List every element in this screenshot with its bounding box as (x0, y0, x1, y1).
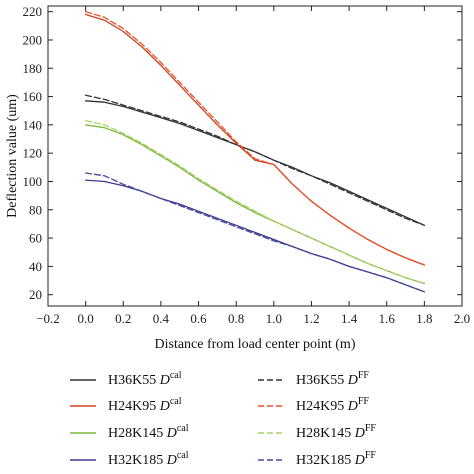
legend-series-name: H24K95 (108, 399, 160, 414)
legend-distribution: D (354, 426, 365, 441)
legend-distribution: D (354, 453, 365, 468)
legend-item: H28K145 DFF (258, 423, 376, 441)
y-tick-label: 140 (23, 117, 43, 132)
x-axis-ticks: −0.2 0.0 0.2 0.4 0.6 0.8 1.0 1.2 1.4 1.6 1.8 2.0 (36, 6, 470, 326)
legend-superscript: FF (365, 450, 377, 461)
legend-item: H32K185 DFF (258, 450, 376, 468)
legend-distribution: D (166, 426, 177, 441)
legend-label: H32K185 Dcal (108, 450, 189, 468)
x-tick-label: 0.6 (190, 311, 207, 326)
x-tick-label: −0.2 (36, 311, 60, 326)
y-tick-label: 100 (23, 174, 43, 189)
x-axis-title: Distance from load center point (m) (155, 337, 356, 352)
legend-distribution: D (159, 399, 170, 414)
series-line-h28k145-ff (84, 119, 426, 285)
legend-superscript: cal (177, 423, 189, 434)
x-tick-label: 2.0 (454, 311, 470, 326)
y-tick-label: 120 (23, 146, 43, 161)
series-lines (84, 11, 426, 293)
series-line-h32k185-ff (84, 172, 426, 293)
legend-superscript: cal (177, 450, 189, 461)
x-tick-label: 0.8 (228, 311, 244, 326)
legend-label: H36K55 Dcal (108, 370, 182, 388)
legend-item: H36K55 Dcal (70, 370, 182, 388)
legend-distribution: D (166, 453, 177, 468)
y-tick-label: 20 (29, 287, 42, 302)
legend-superscript: cal (170, 396, 182, 407)
x-tick-label: 1.8 (416, 311, 432, 326)
x-tick-label: 0.2 (115, 311, 131, 326)
y-tick-label: 80 (29, 202, 42, 217)
x-tick-label: 1.0 (266, 311, 282, 326)
x-tick-label: 1.2 (303, 311, 319, 326)
legend-item: H24K95 DFF (258, 396, 369, 414)
legend-item: H24K95 Dcal (70, 396, 182, 414)
legend-series-name: H28K145 (296, 426, 355, 441)
legend-label: H36K55 DFF (296, 370, 369, 388)
y-axis-ticks: 20 40 60 80 100 120 140 160 180 200 220 (23, 4, 462, 302)
legend-series-name: H32K185 (108, 453, 167, 468)
x-tick-label: 1.6 (379, 311, 396, 326)
y-tick-label: 40 (29, 259, 42, 274)
legend-series-name: H36K55 (108, 373, 160, 388)
legend-superscript: FF (365, 423, 377, 434)
legend-superscript: FF (358, 396, 370, 407)
legend-series-name: H36K55 (296, 373, 348, 388)
series-line-h24k95-ff (84, 11, 426, 266)
legend-label: H28K145 Dcal (108, 423, 189, 441)
legend-distribution: D (159, 373, 170, 388)
legend-series-name: H32K185 (296, 453, 355, 468)
plot-border (47, 5, 463, 307)
legend-item: H32K185 Dcal (70, 450, 189, 468)
legend-distribution: D (347, 399, 358, 414)
legend-series-name: H28K145 (108, 426, 167, 441)
series-line-h24k95-cal (84, 13, 426, 266)
series-line-h32k185-cal (84, 179, 426, 293)
x-tick-label: 0.4 (153, 311, 170, 326)
x-tick-label: 0.0 (78, 311, 94, 326)
y-tick-label: 60 (29, 231, 42, 246)
legend-label: H28K145 DFF (296, 423, 376, 441)
legend-label: H32K185 DFF (296, 450, 376, 468)
plot-frame (47, 5, 463, 307)
y-tick-label: 220 (23, 4, 43, 19)
y-tick-label: 200 (23, 32, 43, 47)
y-tick-label: 180 (23, 61, 43, 76)
legend-superscript: cal (170, 370, 182, 381)
legend-superscript: FF (358, 370, 370, 381)
legend-item: H28K145 Dcal (70, 423, 189, 441)
x-tick-label: 1.4 (341, 311, 358, 326)
series-line-h36k55-cal (84, 100, 426, 226)
series-line-h36k55-ff (84, 94, 426, 226)
y-axis-title: Deflection value (um) (5, 94, 20, 218)
legend-distribution: D (347, 373, 358, 388)
legend-label: H24K95 Dcal (108, 396, 182, 414)
legend-series-name: H24K95 (296, 399, 348, 414)
legend-label: H24K95 DFF (296, 396, 369, 414)
legend-item: H36K55 DFF (258, 370, 369, 388)
y-tick-label: 160 (23, 89, 43, 104)
